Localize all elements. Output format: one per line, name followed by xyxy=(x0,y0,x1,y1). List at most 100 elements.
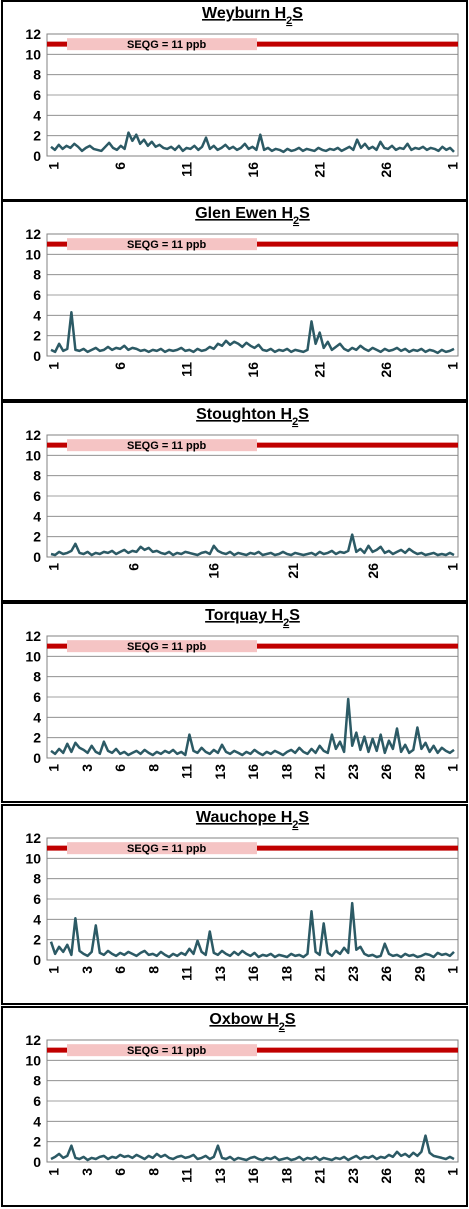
y-tick-label: 4 xyxy=(33,508,41,524)
x-tick-label: 11 xyxy=(179,764,195,779)
chart-title-suffix: S xyxy=(298,809,309,826)
chart-title: Oxbow H2S xyxy=(209,1011,295,1033)
y-tick-label: 6 xyxy=(33,1093,41,1109)
x-tick-label: 1 xyxy=(445,162,461,170)
y-tick-label: 6 xyxy=(33,488,41,504)
x-tick-label: 26 xyxy=(378,966,394,982)
y-tick-label: 4 xyxy=(33,911,41,927)
chart-title-main: Stoughton H xyxy=(196,406,292,423)
chart-title-suffix: S xyxy=(289,607,300,624)
y-tick-label: 2 xyxy=(33,128,41,144)
y-tick-label: 10 xyxy=(25,648,41,664)
panel-frame xyxy=(1,0,468,201)
plot-area xyxy=(46,635,459,759)
x-tick-label: 1 xyxy=(445,1168,461,1176)
x-tick-label: 21 xyxy=(312,362,328,378)
chart-title-subscript: 2 xyxy=(292,416,298,428)
x-tick-label: 6 xyxy=(112,966,128,974)
x-tick-label: 1 xyxy=(445,563,461,571)
h2s-series-line xyxy=(50,697,455,757)
chart-title-main: Glen Ewen H xyxy=(195,205,293,222)
x-tick-label: 21 xyxy=(312,764,328,780)
x-tick-label: 11 xyxy=(179,162,195,177)
chart-title: Stoughton H2S xyxy=(196,406,309,428)
panel-frame xyxy=(1,401,468,602)
y-tick-label: 10 xyxy=(25,1052,41,1068)
h2s-series-line xyxy=(50,131,455,154)
seqg-label: SEQG = 11 ppb xyxy=(127,641,206,653)
chart-title-suffix: S xyxy=(285,1011,296,1028)
panel-frame xyxy=(1,804,468,1005)
h2s-series-line xyxy=(49,901,455,959)
x-tick-label: 13 xyxy=(212,1168,228,1184)
x-tick-label: 3 xyxy=(79,1168,95,1176)
x-tick-label: 3 xyxy=(79,966,95,974)
x-tick-label: 21 xyxy=(312,162,328,178)
chart-title: Weyburn H2S xyxy=(202,5,303,27)
x-tick-label: 1 xyxy=(445,966,461,974)
x-tick-label: 23 xyxy=(345,764,361,780)
x-tick-label: 6 xyxy=(112,1168,128,1176)
x-tick-label: 29 xyxy=(411,966,427,982)
x-tick-label: 16 xyxy=(245,764,261,780)
y-tick-label: 0 xyxy=(33,1154,41,1170)
x-tick-label: 26 xyxy=(365,563,381,579)
y-tick-label: 12 xyxy=(25,1032,41,1048)
x-tick-label: 1 xyxy=(445,362,461,370)
chart-title-main: Oxbow H xyxy=(209,1011,278,1028)
y-tick-label: 6 xyxy=(33,689,41,705)
seqg-label: SEQG = 11 ppb xyxy=(127,239,206,251)
y-tick-label: 12 xyxy=(25,26,41,42)
y-tick-label: 4 xyxy=(33,307,41,323)
chart-title: Glen Ewen H2S xyxy=(195,205,310,227)
x-tick-label: 13 xyxy=(212,966,228,982)
chart-title-subscript: 2 xyxy=(286,15,292,27)
x-tick-label: 28 xyxy=(411,1168,427,1184)
x-tick-label: 1 xyxy=(46,966,62,974)
y-tick-label: 2 xyxy=(33,730,41,746)
y-tick-label: 4 xyxy=(33,107,41,123)
seqg-label-background xyxy=(67,842,257,855)
x-tick-label: 8 xyxy=(145,764,161,772)
chart-title-subscript: 2 xyxy=(292,819,298,831)
x-tick-label: 16 xyxy=(245,362,261,378)
chart-title-subscript: 2 xyxy=(293,215,299,227)
x-tick-label: 26 xyxy=(378,1168,394,1184)
x-tick-label: 21 xyxy=(312,1168,328,1184)
chart-title-main: Wauchope H xyxy=(196,809,292,826)
x-tick-label: 18 xyxy=(278,966,294,982)
x-tick-label: 18 xyxy=(278,1168,294,1184)
y-tick-label: 0 xyxy=(33,952,41,968)
y-tick-label: 8 xyxy=(33,669,41,685)
x-tick-label: 1 xyxy=(445,764,461,772)
plot-area xyxy=(46,434,459,558)
x-tick-label: 3 xyxy=(79,764,95,772)
x-tick-label: 1 xyxy=(46,563,62,571)
x-tick-label: 6 xyxy=(112,162,128,170)
y-tick-label: 2 xyxy=(33,1134,41,1150)
x-tick-label: 6 xyxy=(112,362,128,370)
y-tick-label: 12 xyxy=(25,628,41,644)
y-tick-label: 0 xyxy=(33,549,41,565)
x-tick-label: 16 xyxy=(245,162,261,178)
x-tick-label: 26 xyxy=(378,362,394,378)
y-tick-label: 12 xyxy=(25,226,41,242)
chart-title: Torquay H2S xyxy=(205,607,300,629)
seqg-label-background xyxy=(67,238,257,251)
h2s-series-line xyxy=(50,311,455,355)
y-tick-label: 12 xyxy=(25,427,41,443)
y-tick-label: 4 xyxy=(33,709,41,725)
y-tick-label: 10 xyxy=(25,46,41,62)
y-tick-label: 2 xyxy=(33,529,41,545)
y-tick-label: 8 xyxy=(33,67,41,83)
x-tick-label: 16 xyxy=(205,563,221,579)
y-tick-label: 10 xyxy=(25,850,41,866)
y-tick-label: 10 xyxy=(25,246,41,262)
x-tick-label: 26 xyxy=(378,162,394,178)
x-tick-label: 11 xyxy=(179,1168,195,1183)
seqg-label: SEQG = 11 ppb xyxy=(127,843,206,855)
